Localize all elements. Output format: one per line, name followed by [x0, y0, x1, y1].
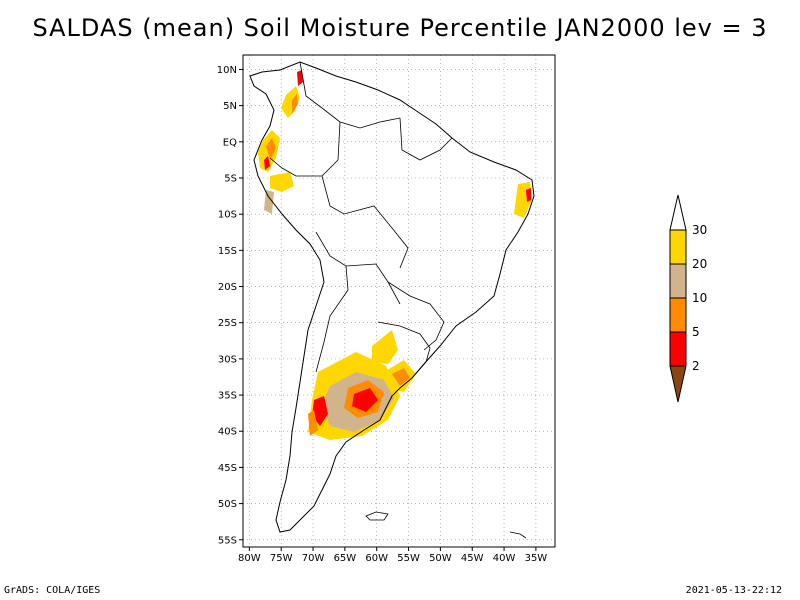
shade-ne-brazil-red [526, 188, 531, 202]
y-tick-label: 5S [224, 174, 237, 185]
map-frame [242, 54, 556, 548]
colorbar-level-label: 30 [692, 223, 707, 237]
soil-moisture-shading [258, 70, 532, 440]
shade-colombia-core [292, 94, 298, 114]
x-tick-label: 75W [270, 553, 293, 564]
shade-andes-foothill-red [312, 396, 328, 426]
shade-ecuador-orange [266, 138, 276, 160]
axis-ticks: 80W 75W 70W 65W 60W 55W 50W 45W 40W 35W 10N 5N EQ 5S 1… [217, 65, 548, 564]
map-title: SALDAS (mean) Soil Moisture Percentile J… [32, 14, 768, 42]
y-tick-label: 35S [218, 391, 237, 402]
x-tick-label: 50W [429, 553, 452, 564]
x-tick-label: 55W [397, 553, 420, 564]
map-background [243, 55, 555, 547]
shade-colombia-andes [281, 86, 300, 118]
shade-ecuador-red [264, 156, 270, 170]
colorbar-box [669, 331, 687, 367]
south-georgia [509, 531, 527, 539]
x-tick-label: 40W [493, 553, 516, 564]
y-tick-label: 50S [218, 499, 237, 510]
x-tick-label: 70W [302, 553, 325, 564]
colorbar-bottom-triangle [669, 365, 687, 403]
south-america-coastline [249, 61, 535, 533]
country-borders [269, 61, 453, 379]
shade-andes-foothill-orange [308, 410, 318, 436]
x-tick-label: 45W [461, 553, 484, 564]
x-tick-label: 60W [365, 553, 388, 564]
colorbar-box [669, 263, 687, 299]
shade-uruguay-core [392, 368, 410, 386]
colorbar: 30 20 10 5 2 [669, 194, 707, 403]
colorbar-box [669, 229, 687, 265]
falklands [365, 511, 389, 521]
y-tick-label: EQ [223, 137, 237, 148]
y-tick-label: 45S [218, 463, 237, 474]
colorbar-level-label: 20 [692, 257, 707, 271]
footer-software-credit: GrADS: COLA/IGES [4, 585, 101, 596]
y-tick-label: 30S [218, 354, 237, 365]
y-tick-label: 10S [218, 210, 237, 221]
colorbar-level-label: 2 [692, 359, 700, 373]
shade-peru [270, 172, 294, 192]
shade-peru-coast [264, 190, 274, 214]
colorbar-level-label: 10 [692, 291, 707, 305]
colorbar-top-triangle [669, 194, 687, 231]
colorbar-box [669, 297, 687, 333]
shade-pampas-red [352, 388, 378, 412]
y-tick-label: 10N [217, 65, 237, 76]
colorbar-level-label: 5 [692, 325, 700, 339]
shade-colombia-red [297, 70, 303, 86]
x-tick-label: 80W [238, 553, 261, 564]
shade-rio-grande [372, 330, 398, 364]
y-tick-label: 15S [218, 246, 237, 257]
x-tick-label: 35W [525, 553, 548, 564]
y-tick-label: 5N [223, 101, 237, 112]
x-tick-label: 65W [334, 553, 357, 564]
y-tick-label: 25S [218, 318, 237, 329]
y-tick-label: 20S [218, 282, 237, 293]
footer-timestamp: 2021-05-13-22:12 [685, 585, 782, 596]
y-tick-label: 55S [218, 535, 237, 546]
y-tick-label: 40S [218, 427, 237, 438]
